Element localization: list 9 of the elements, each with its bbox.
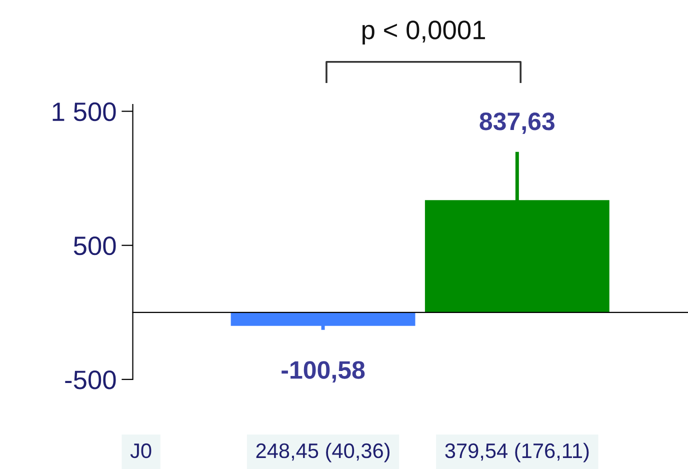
y-tick-label: 500 <box>74 236 116 256</box>
text: p < 0,0001 <box>362 20 485 45</box>
y-tick-label: -500 <box>65 370 116 390</box>
text: J0 <box>130 443 152 458</box>
data-label: 837,63 <box>480 112 554 134</box>
data-label: -100,58 <box>282 361 365 382</box>
text: 379,54 (176,11) <box>445 442 589 462</box>
y-tick-label: 1 500 <box>52 102 116 122</box>
text: 248,45 (40,36) <box>256 442 390 462</box>
